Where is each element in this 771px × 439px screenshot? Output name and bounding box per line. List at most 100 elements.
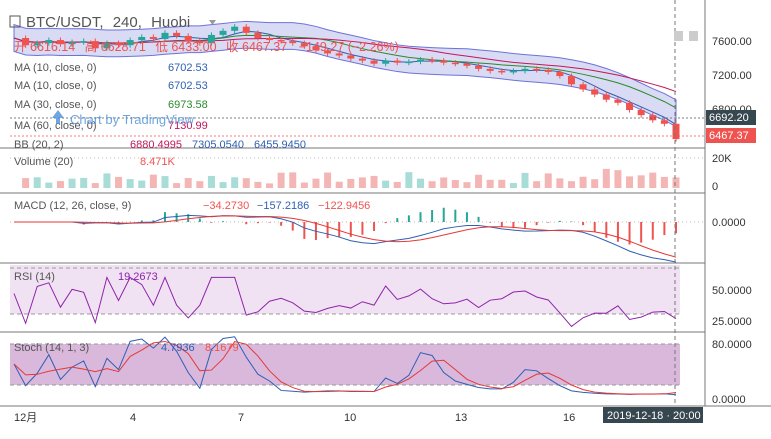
- moving-average-lines: [13, 30, 677, 126]
- volume-bar: [289, 172, 297, 188]
- candle: [312, 46, 320, 51]
- candle: [324, 50, 332, 54]
- volume-bar: [614, 170, 622, 188]
- candle: [22, 38, 30, 46]
- volume-bar: [451, 180, 459, 188]
- volume-bar: [370, 175, 378, 188]
- candle: [33, 43, 41, 46]
- volume-bar: [591, 179, 599, 188]
- rsi-label[interactable]: RSI (14): [14, 271, 55, 283]
- volume-bar: [324, 172, 332, 188]
- volume-tick: 20K: [712, 153, 732, 165]
- candle: [486, 68, 494, 71]
- candle: [393, 60, 401, 63]
- volume-bar: [300, 182, 308, 188]
- volume-bar: [405, 172, 413, 188]
- ma30-label[interactable]: MA (30, close, 0): [14, 99, 97, 111]
- volume-value: 8.471K: [140, 156, 176, 168]
- ohlc-change: −149.27 (−2.26%): [299, 40, 399, 54]
- rsi-tick: 25.0000: [712, 316, 752, 328]
- candle: [591, 89, 599, 95]
- candle: [335, 53, 343, 56]
- volume-bar: [33, 177, 41, 188]
- rsi-band-fill: [10, 265, 680, 314]
- price-axis[interactable]: 7600.00 7200.00 6800.00 6692.20 6467.37: [706, 36, 756, 143]
- ohlc-close: 6467.37: [242, 40, 287, 54]
- ma10-label[interactable]: MA (10, close, 0): [14, 80, 97, 92]
- volume-label[interactable]: Volume (20): [14, 156, 73, 168]
- ma10-value: 6702.53: [168, 80, 208, 92]
- stoch-axis[interactable]: 80.0000 0.0000: [712, 339, 752, 406]
- volume-bar: [138, 180, 146, 188]
- candle: [370, 60, 378, 64]
- stoch-label[interactable]: Stoch (14, 1, 3): [14, 342, 89, 354]
- rsi-pane[interactable]: [10, 265, 680, 328]
- ma30-value: 6973.58: [168, 99, 208, 111]
- settings-icon[interactable]: [689, 31, 698, 41]
- volume-bars: [22, 168, 680, 188]
- volume-bar: [521, 172, 529, 188]
- price-badge-red-text: 6467.37: [709, 130, 749, 142]
- stoch-d-line: [13, 340, 677, 395]
- volume-bar: [45, 182, 53, 188]
- crosshair-time-label: 2019-12-18 · 20:00: [607, 410, 701, 422]
- volume-bar: [428, 181, 436, 188]
- candle: [289, 41, 297, 44]
- legend-header[interactable]: BTC/USDT, 240, Huobi 开 6616.14 高 6628.71…: [9, 14, 698, 54]
- candle: [509, 70, 517, 73]
- candle: [428, 59, 436, 62]
- volume-bar: [602, 168, 610, 188]
- bb-label[interactable]: BB (20, 2): [14, 139, 64, 151]
- interval-label[interactable]: 240: [113, 14, 138, 31]
- stoch-pane[interactable]: [10, 336, 680, 396]
- indicator-legends: MA (10, close, 0) 6702.53 MA (10, close,…: [14, 62, 370, 354]
- candle: [544, 69, 552, 72]
- volume-bar: [544, 173, 552, 188]
- time-tick: 16: [563, 412, 575, 424]
- collapse-icon[interactable]: [9, 15, 21, 28]
- macd-pane[interactable]: [10, 207, 705, 263]
- ma10-label[interactable]: MA (10, close, 0): [14, 62, 97, 74]
- volume-bar: [579, 176, 587, 188]
- candle: [521, 68, 529, 71]
- symbol-name[interactable]: BTC/USDT: [26, 14, 101, 31]
- rsi-value: 19.2673: [118, 271, 158, 283]
- volume-bar: [22, 178, 30, 188]
- volume-bar: [335, 181, 343, 188]
- stoch-band-fill: [10, 344, 680, 385]
- volume-axis[interactable]: 20K 0: [712, 153, 732, 193]
- volume-bar: [498, 179, 506, 188]
- svg-text:开 6616.14 高: 开 6616.14 高 6628.71 低 6433.00 收 6467.37 …: [14, 39, 399, 54]
- exchange-label: Huobi: [151, 14, 190, 31]
- rsi-axis[interactable]: 50.0000 25.0000: [712, 285, 752, 328]
- rsi-line: [13, 275, 677, 328]
- candle: [533, 68, 541, 71]
- volume-bar: [556, 178, 564, 188]
- rsi-tick: 50.0000: [712, 285, 752, 297]
- legend-controls[interactable]: [674, 31, 698, 41]
- volume-bar: [486, 179, 494, 188]
- volume-bar: [196, 181, 204, 188]
- time-axis[interactable]: 12月 4 7 10 13 16 2019-12-18 · 20:00: [14, 407, 703, 424]
- macd-axis[interactable]: 0.0000: [712, 217, 746, 229]
- bb-value-3: 6455.9450: [254, 139, 306, 151]
- volume-tick: 0: [712, 181, 718, 193]
- candle: [626, 102, 634, 110]
- candle: [45, 40, 53, 44]
- tradingview-watermark[interactable]: Chart by TradingView: [70, 112, 195, 127]
- macd-tick: 0.0000: [712, 217, 746, 229]
- ma60-label[interactable]: MA (60, close, 0): [14, 120, 97, 132]
- volume-bar: [277, 172, 285, 188]
- price-pane[interactable]: [10, 20, 705, 142]
- stoch-value-1: 4.7936: [161, 342, 195, 354]
- macd-label[interactable]: MACD (12, 26, close, 9): [14, 200, 131, 212]
- candle: [660, 120, 668, 124]
- volume-bar: [231, 177, 239, 188]
- candle: [637, 110, 645, 116]
- candle: [115, 43, 123, 46]
- pause-icon[interactable]: [674, 31, 683, 41]
- candle: [184, 35, 192, 42]
- tradingview-logo-icon[interactable]: [52, 110, 64, 124]
- chevron-down-icon[interactable]: [209, 20, 216, 25]
